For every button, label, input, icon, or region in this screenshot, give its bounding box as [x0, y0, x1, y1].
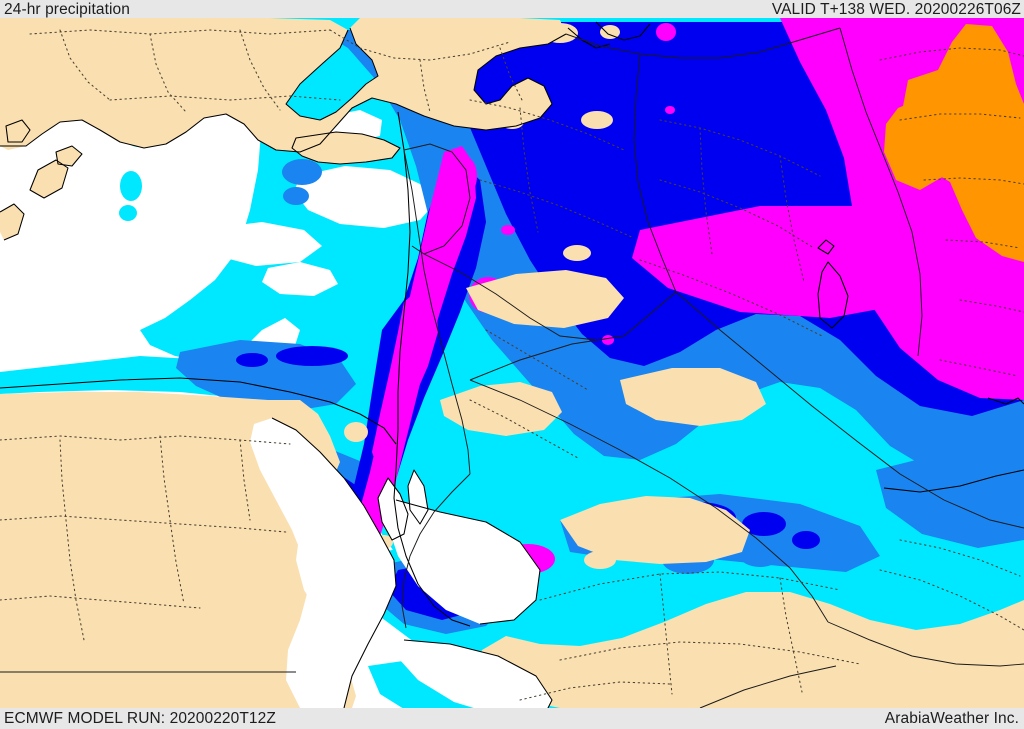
country-borders — [0, 27, 1024, 709]
dry-land-areas — [0, 18, 1024, 708]
red-sea-water — [250, 418, 552, 716]
precip-band-orange — [884, 24, 1024, 262]
admin-borders — [0, 29, 1024, 701]
coastlines — [0, 21, 1024, 717]
provider-credit: ArabiaWeather Inc. — [884, 710, 1019, 727]
page-title: 24-hr precipitation — [4, 1, 130, 18]
model-run-label: ECMWF MODEL RUN: 20200220T12Z — [4, 710, 276, 727]
valid-time-label: VALID T+138 WED. 20200226T06Z — [771, 1, 1021, 18]
top-banner: 24-hr precipitation VALID T+138 WED. 202… — [0, 0, 1024, 18]
bottom-banner: ECMWF MODEL RUN: 20200220T12Z ArabiaWeat… — [0, 708, 1024, 729]
